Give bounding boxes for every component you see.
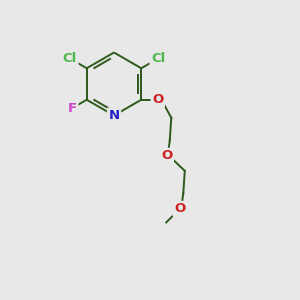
Text: O: O xyxy=(152,93,164,106)
Text: Cl: Cl xyxy=(151,52,165,65)
Text: O: O xyxy=(161,149,172,162)
Text: N: N xyxy=(108,109,120,122)
Text: F: F xyxy=(68,101,77,115)
Text: Cl: Cl xyxy=(63,52,77,65)
Text: O: O xyxy=(174,202,185,215)
